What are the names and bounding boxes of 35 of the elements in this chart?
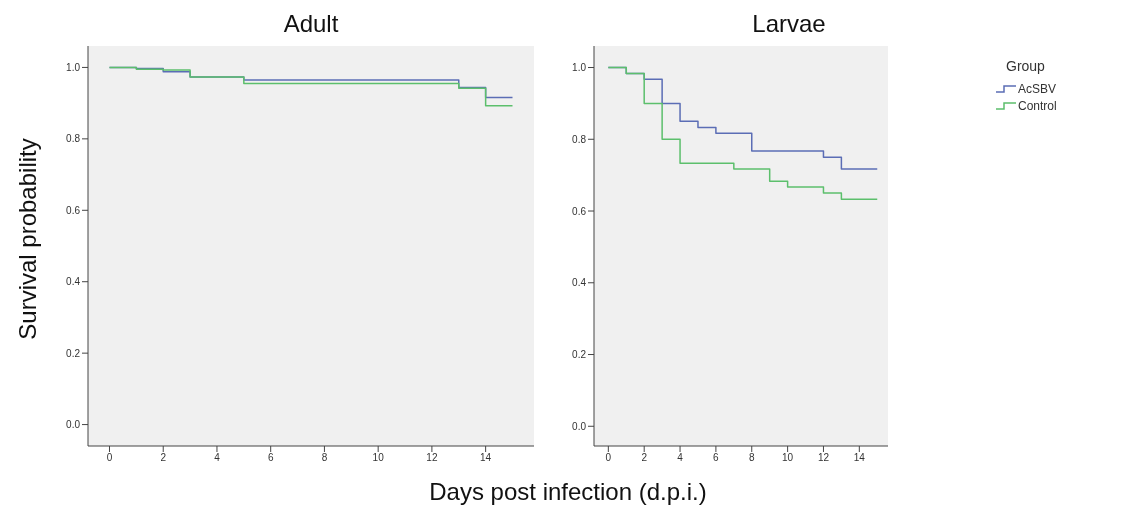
x-tick-label: 0 (605, 452, 612, 464)
y-tick-label: 1.0 (572, 62, 587, 74)
x-tick-label: 6 (713, 452, 720, 464)
x-tick-label: 2 (160, 452, 167, 464)
chart-title: Larvae (751, 10, 827, 38)
y-tick-label: 0.0 (572, 420, 587, 432)
y-axis-title: Survival probability (14, 138, 42, 340)
x-tick-label: 12 (426, 452, 438, 464)
x-tick-label: 10 (372, 452, 385, 464)
y-tick-label: 0.4 (66, 276, 81, 288)
y-tick-label: 0.0 (66, 419, 81, 431)
x-tick-label: 4 (677, 452, 684, 464)
x-tick-label: 4 (214, 452, 221, 464)
y-tick-label: 0.4 (572, 277, 587, 289)
y-tick-label: 0.8 (572, 133, 587, 145)
y-tick-label: 0.6 (572, 205, 587, 217)
y-tick-label: 0.2 (66, 347, 81, 359)
x-tick-label: 8 (321, 452, 328, 464)
legend-label: AcSBV (1018, 81, 1057, 96)
legend-label: Control (1018, 98, 1057, 113)
x-tick-label: 0 (106, 452, 113, 464)
x-tick-label: 2 (641, 452, 648, 464)
y-tick-label: 0.8 (66, 133, 81, 145)
x-tick-label: 6 (267, 452, 274, 464)
x-tick-label: 8 (748, 452, 755, 464)
x-tick-label: 14 (853, 452, 866, 464)
x-tick-label: 14 (480, 452, 492, 464)
legend-title: Group (1006, 58, 1046, 74)
y-tick-label: 0.2 (572, 349, 587, 361)
y-tick-label: 1.0 (66, 61, 81, 73)
chart-title: Adult (282, 10, 340, 38)
y-tick-label: 0.6 (66, 204, 81, 216)
x-axis-title: Days post infection (d.p.i.) (428, 478, 708, 506)
x-tick-label: 12 (817, 452, 830, 464)
x-tick-label: 10 (782, 452, 794, 464)
